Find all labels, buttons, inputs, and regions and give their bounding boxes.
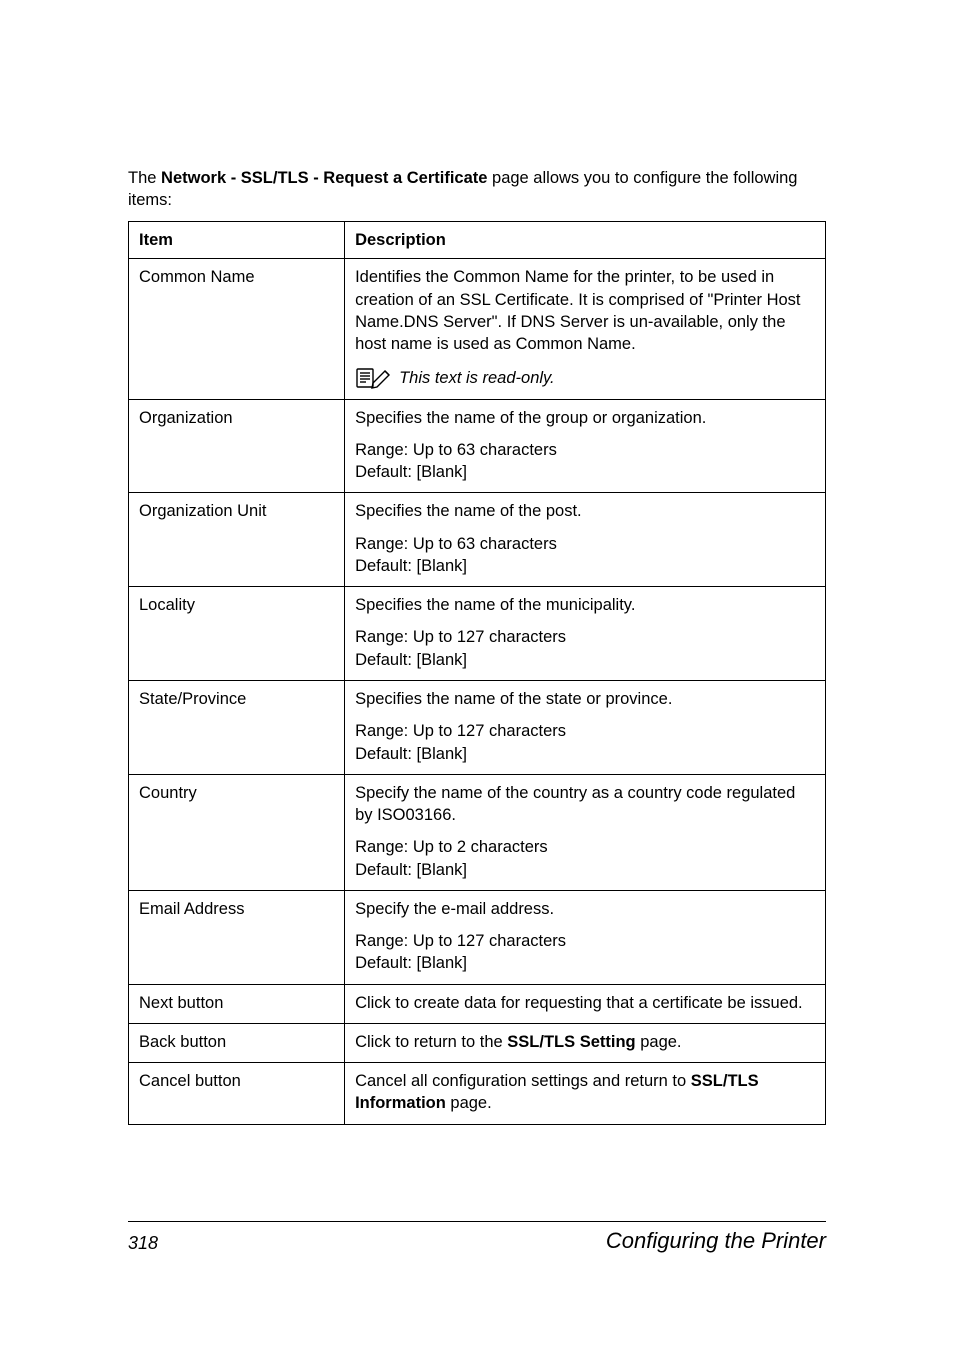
desc-text: Specifies the name of the group or organ… [355,407,815,429]
table-row: Back button Click to return to the SSL/T… [129,1023,826,1062]
desc-cell: Specifies the name of the group or organ… [345,399,826,493]
desc-text: Specifies the name of the state or provi… [355,688,815,710]
footer-page-number: 318 [128,1233,158,1254]
item-cell: Organization [129,399,345,493]
desc-cell: Specifies the name of the municipality. … [345,587,826,681]
item-cell: Locality [129,587,345,681]
desc-pre: Cancel all configuration settings and re… [355,1072,691,1090]
config-table: Item Description Common Name Identifies … [128,221,826,1125]
item-cell: Organization Unit [129,493,345,587]
table-row: Next button Click to create data for req… [129,984,826,1023]
page-footer: 318 Configuring the Printer [128,1221,826,1254]
item-cell: Back button [129,1023,345,1062]
desc-cell: Click to return to the SSL/TLS Setting p… [345,1023,826,1062]
range-text: Range: Up to 2 characters [355,836,815,858]
desc-text: Specifies the name of the post. [355,500,815,522]
item-cell: Cancel button [129,1063,345,1125]
desc-text: Specifies the name of the municipality. [355,594,815,616]
note-row: This text is read-only. [355,367,815,389]
table-row: Organization Specifies the name of the g… [129,399,826,493]
desc-post: page. [446,1094,492,1112]
default-text: Default: [Blank] [355,649,815,671]
document-page: The Network - SSL/TLS - Request a Certif… [0,0,954,1350]
table-row: Organization Unit Specifies the name of … [129,493,826,587]
range-text: Range: Up to 127 characters [355,930,815,952]
item-cell: State/Province [129,681,345,775]
item-cell: Country [129,774,345,890]
desc-cell: Specify the e-mail address. Range: Up to… [345,890,826,984]
note-text: This text is read-only. [399,367,555,389]
range-text: Range: Up to 63 characters [355,533,815,555]
default-text: Default: [Blank] [355,555,815,577]
table-row: Country Specify the name of the country … [129,774,826,890]
desc-cell: Cancel all configuration settings and re… [345,1063,826,1125]
item-cell: Next button [129,984,345,1023]
desc-post: page. [636,1033,682,1051]
default-text: Default: [Blank] [355,859,815,881]
table-row: Cancel button Cancel all configuration s… [129,1063,826,1125]
note-icon [355,367,391,389]
desc-pre: Click to return to the [355,1033,507,1051]
desc-cell: Click to create data for requesting that… [345,984,826,1023]
default-text: Default: [Blank] [355,952,815,974]
header-item: Item [129,222,345,259]
desc-text: Specify the name of the country as a cou… [355,782,815,827]
header-description: Description [345,222,826,259]
desc-text: Specify the e-mail address. [355,898,815,920]
default-text: Default: [Blank] [355,743,815,765]
desc-cell: Identifies the Common Name for the print… [345,259,826,399]
table-row: Email Address Specify the e-mail address… [129,890,826,984]
footer-title: Configuring the Printer [606,1228,826,1254]
item-cell: Common Name [129,259,345,399]
table-row: Locality Specifies the name of the munic… [129,587,826,681]
table-header-row: Item Description [129,222,826,259]
desc-cell: Specifies the name of the post. Range: U… [345,493,826,587]
table-row: Common Name Identifies the Common Name f… [129,259,826,399]
desc-cell: Specify the name of the country as a cou… [345,774,826,890]
default-text: Default: [Blank] [355,461,815,483]
range-text: Range: Up to 63 characters [355,439,815,461]
range-text: Range: Up to 127 characters [355,626,815,648]
range-text: Range: Up to 127 characters [355,720,815,742]
desc-text: Identifies the Common Name for the print… [355,266,815,355]
desc-bold: SSL/TLS Setting [507,1033,635,1051]
item-cell: Email Address [129,890,345,984]
intro-bold: Network - SSL/TLS - Request a Certificat… [161,169,487,187]
desc-cell: Specifies the name of the state or provi… [345,681,826,775]
intro-paragraph: The Network - SSL/TLS - Request a Certif… [128,167,826,212]
table-row: State/Province Specifies the name of the… [129,681,826,775]
intro-pre: The [128,169,161,187]
